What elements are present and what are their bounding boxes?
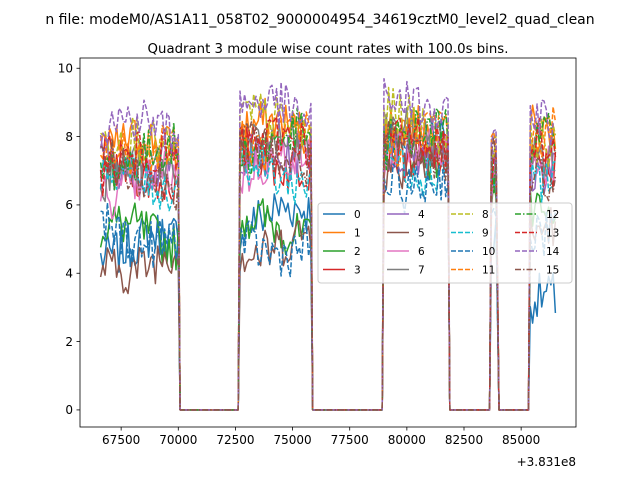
legend-label-13: 13 (546, 228, 559, 240)
series-line-13 (99, 116, 557, 411)
x-tick-label: 85000 (502, 433, 540, 447)
x-tick-label: 72500 (216, 433, 254, 447)
series-line-14 (99, 78, 556, 411)
legend-label-8: 8 (482, 209, 489, 221)
x-tick-label: 75000 (273, 433, 311, 447)
y-tick-label: 4 (65, 267, 73, 281)
figure-suptitle: n file: modeM0/AS1A11_058T02_9000004954_… (45, 12, 594, 28)
series-line-15 (100, 121, 557, 411)
x-offset-label: +3.831e8 (517, 455, 576, 469)
legend-label-3: 3 (354, 265, 361, 277)
plot-area-frame (79, 57, 577, 428)
legend-label-4: 4 (418, 209, 425, 221)
legend-label-12: 12 (546, 209, 559, 221)
chart-title: Quadrant 3 module wise count rates with … (148, 42, 509, 57)
legend-label-15: 15 (546, 265, 559, 277)
y-tick-label: 8 (65, 130, 73, 144)
legend-frame (317, 202, 573, 284)
legend-label-11: 11 (482, 265, 495, 277)
series-line-12 (99, 107, 557, 411)
legend-label-9: 9 (482, 228, 489, 240)
y-tick-label: 6 (65, 198, 73, 212)
legend-label-10: 10 (482, 246, 495, 258)
x-tick-label: 67500 (102, 433, 140, 447)
series-line-6 (99, 125, 556, 411)
y-tick-label: 10 (58, 62, 73, 76)
series-layer (99, 78, 557, 411)
x-axis: 67500 70000 72500 75000 77500 80000 82500 85000 (102, 427, 540, 447)
y-tick-label: 0 (65, 403, 73, 417)
x-tick-label: 82500 (445, 433, 483, 447)
legend-label-2: 2 (354, 246, 361, 258)
legend-label-6: 6 (418, 246, 425, 258)
legend-label-14: 14 (546, 246, 560, 258)
legend-label-5: 5 (418, 228, 425, 240)
series-line-10 (100, 161, 557, 411)
x-tick-label: 77500 (331, 433, 369, 447)
y-axis: 0 2 4 6 8 10 (58, 62, 80, 417)
x-tick-label: 80000 (388, 433, 426, 447)
legend-label-7: 7 (418, 265, 425, 277)
x-tick-label: 70000 (159, 433, 197, 447)
legend-label-0: 0 (354, 209, 361, 221)
y-tick-label: 2 (65, 335, 73, 349)
legend-label-1: 1 (354, 228, 361, 240)
